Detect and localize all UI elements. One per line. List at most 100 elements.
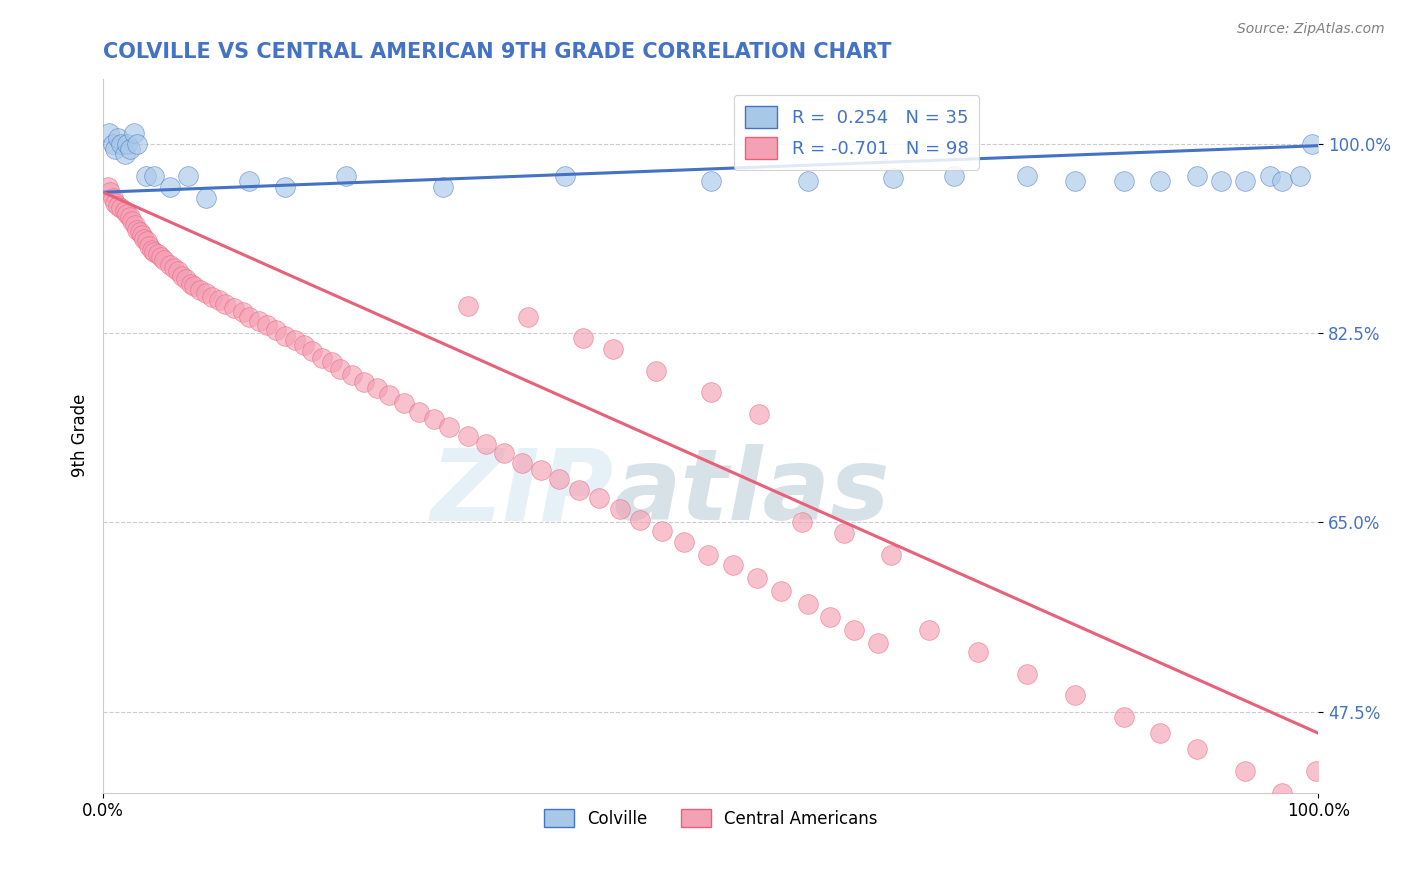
Point [150, 250, 173, 264]
Point [609, 502, 631, 516]
Point [439, 420, 461, 434]
Point [494, 446, 516, 460]
Point [568, 483, 591, 497]
Point [408, 405, 430, 419]
Point [127, 223, 149, 237]
Point [114, 203, 136, 218]
Point [572, 331, 595, 345]
Point [162, 260, 184, 275]
Point [124, 218, 146, 232]
Point [797, 174, 820, 188]
Point [602, 342, 624, 356]
Point [554, 169, 576, 183]
Point [699, 385, 721, 400]
Point [174, 271, 197, 285]
Point [101, 191, 124, 205]
Point [517, 310, 540, 324]
Point [1234, 174, 1257, 188]
Point [118, 210, 141, 224]
Point [284, 334, 307, 348]
Point [104, 196, 127, 211]
Point [797, 598, 820, 612]
Point [143, 169, 166, 183]
Point [143, 244, 166, 259]
Point [967, 645, 990, 659]
Point [1301, 136, 1323, 151]
Point [274, 179, 297, 194]
Point [1185, 169, 1208, 183]
Point [264, 323, 287, 337]
Point [432, 179, 454, 194]
Point [697, 548, 720, 562]
Point [457, 299, 479, 313]
Point [122, 126, 145, 140]
Point [1112, 710, 1135, 724]
Point [1112, 174, 1135, 188]
Point [118, 142, 141, 156]
Point [394, 396, 416, 410]
Point [842, 624, 865, 638]
Point [342, 368, 364, 382]
Point [195, 191, 218, 205]
Point [141, 243, 163, 257]
Text: Source: ZipAtlas.com: Source: ZipAtlas.com [1237, 22, 1385, 37]
Point [110, 136, 132, 151]
Point [180, 277, 202, 292]
Point [110, 202, 132, 216]
Point [97, 179, 120, 194]
Point [238, 310, 260, 324]
Point [135, 169, 157, 183]
Point [214, 296, 236, 310]
Point [134, 232, 156, 246]
Point [475, 437, 498, 451]
Point [107, 199, 129, 213]
Point [1234, 764, 1257, 778]
Point [1015, 169, 1038, 183]
Point [172, 268, 194, 283]
Point [651, 524, 673, 538]
Point [153, 253, 176, 268]
Point [645, 364, 668, 378]
Point [195, 285, 218, 300]
Point [1015, 666, 1038, 681]
Point [818, 610, 841, 624]
Point [457, 428, 479, 442]
Point [114, 147, 136, 161]
Point [1185, 742, 1208, 756]
Point [748, 407, 770, 421]
Point [121, 214, 143, 228]
Point [335, 169, 357, 183]
Point [377, 387, 399, 401]
Point [292, 337, 315, 351]
Legend: Colville, Central Americans: Colville, Central Americans [537, 803, 884, 834]
Point [128, 225, 150, 239]
Point [1149, 726, 1171, 740]
Point [207, 293, 229, 308]
Point [868, 636, 890, 650]
Point [146, 247, 169, 261]
Point [1064, 688, 1087, 702]
Point [721, 558, 744, 573]
Point [588, 491, 610, 506]
Point [329, 361, 352, 376]
Point [1271, 786, 1294, 800]
Point [100, 185, 122, 199]
Point [547, 472, 569, 486]
Point [274, 329, 297, 343]
Point [183, 279, 205, 293]
Point [672, 534, 695, 549]
Point [529, 463, 551, 477]
Point [117, 207, 139, 221]
Point [834, 526, 856, 541]
Point [1271, 174, 1294, 188]
Point [628, 513, 651, 527]
Point [1064, 174, 1087, 188]
Point [201, 290, 224, 304]
Point [177, 169, 200, 183]
Text: atlas: atlas [613, 444, 890, 541]
Point [247, 314, 270, 328]
Point [101, 136, 124, 151]
Point [1305, 764, 1327, 778]
Text: ZIP: ZIP [430, 444, 613, 541]
Point [117, 136, 139, 151]
